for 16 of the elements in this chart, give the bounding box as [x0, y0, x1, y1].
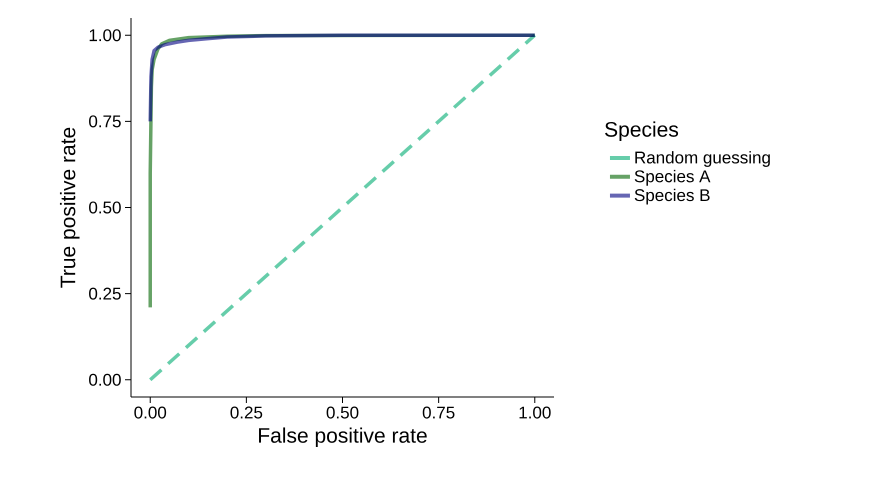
x-tick-label: 0.75: [422, 406, 454, 419]
legend-label: Species A: [634, 170, 710, 186]
y-tick-label: 0.25: [89, 288, 121, 300]
y-axis-title: True positive rate: [60, 128, 80, 288]
y-tick-label: 0.00: [89, 374, 121, 386]
y-tick-label: 0.50: [89, 201, 121, 214]
y-tick-label: 1.00: [90, 29, 121, 42]
legend-label: Species B: [634, 188, 710, 205]
x-tick-label: 0.25: [230, 406, 262, 419]
legend-title: Species: [605, 121, 678, 141]
x-tick-label: 0.50: [326, 406, 358, 419]
x-tick-label: 0.00: [134, 406, 166, 419]
legend-label: Random guessing: [635, 151, 770, 167]
y-tick-label: 0.75: [89, 115, 121, 128]
x-axis-title: False positive rate: [259, 427, 427, 448]
x-tick-label: 1.00: [520, 406, 551, 419]
